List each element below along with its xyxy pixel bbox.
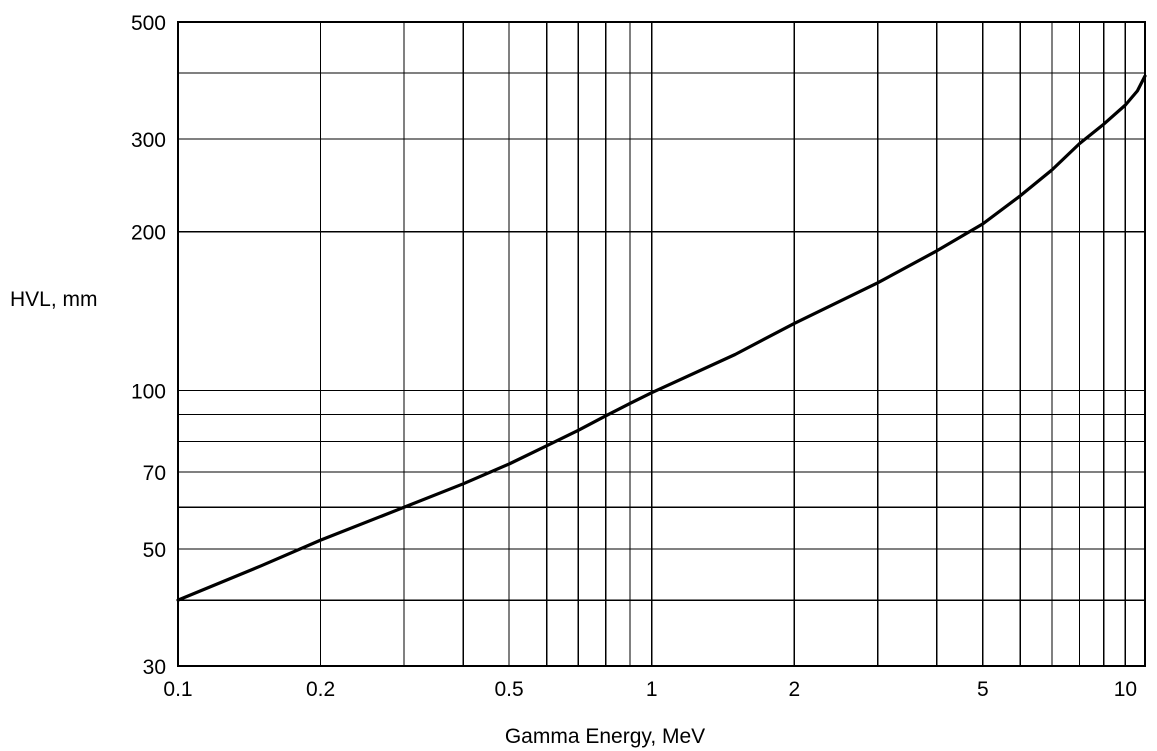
x-tick-label: 5 xyxy=(977,678,989,701)
y-axis-label: HVL, mm xyxy=(10,288,98,311)
y-tick-label: 100 xyxy=(131,380,166,403)
y-tick-label: 50 xyxy=(143,539,166,562)
plot-frame xyxy=(177,21,1146,667)
y-tick-label: 200 xyxy=(131,222,166,245)
x-tick-label: 0.1 xyxy=(163,678,192,701)
y-tick-label: 300 xyxy=(131,129,166,152)
y-tick-label: 30 xyxy=(143,656,166,679)
series-line xyxy=(176,74,1147,602)
grid xyxy=(177,21,1146,667)
y-tick-label: 70 xyxy=(143,462,166,485)
y-tick-label: 500 xyxy=(131,12,166,35)
x-tick-label: 10 xyxy=(1114,678,1137,701)
x-tick-label: 0.5 xyxy=(494,678,523,701)
x-tick-label: 0.2 xyxy=(306,678,335,701)
x-tick-label: 2 xyxy=(788,678,800,701)
y-tick-labels: 30 50 70 100 200 300 500 xyxy=(131,12,166,679)
x-tick-labels: 0.1 0.2 0.5 1 2 5 10 xyxy=(163,678,1137,701)
x-axis-label: Gamma Energy, MeV xyxy=(505,725,705,748)
x-tick-label: 1 xyxy=(646,678,658,701)
